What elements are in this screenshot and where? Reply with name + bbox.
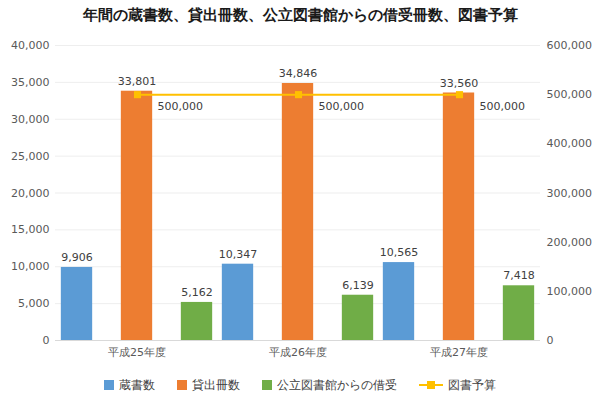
svg-text:10,565: 10,565 [380, 246, 419, 259]
svg-text:10,000: 10,000 [11, 260, 50, 273]
svg-text:5,000: 5,000 [18, 297, 50, 310]
svg-text:10,347: 10,347 [219, 248, 258, 261]
svg-text:500,000: 500,000 [547, 88, 593, 101]
svg-text:100,000: 100,000 [547, 285, 593, 298]
svg-text:7,418: 7,418 [503, 269, 535, 282]
svg-text:500,000: 500,000 [158, 100, 204, 113]
svg-text:0: 0 [547, 334, 554, 347]
svg-text:33,801: 33,801 [118, 75, 157, 88]
svg-text:平成25年度: 平成25年度 [108, 346, 166, 359]
svg-text:30,000: 30,000 [11, 113, 50, 126]
html-text:蔵書数: 蔵書数 [119, 377, 155, 392]
svg-text:40,000: 40,000 [11, 39, 50, 52]
html-text:図書予算: 図書予算 [448, 377, 496, 392]
svg-text:9,906: 9,906 [61, 251, 93, 264]
svg-text:300,000: 300,000 [547, 187, 593, 200]
svg-text:0: 0 [43, 334, 50, 347]
html-text:公立図書館からの借受: 公立図書館からの借受 [277, 377, 397, 392]
svg-text:6,139: 6,139 [342, 279, 374, 292]
svg-text:20,000: 20,000 [11, 187, 50, 200]
svg-text:35,000: 35,000 [11, 76, 50, 89]
svg-text:25,000: 25,000 [11, 150, 50, 163]
svg-text:平成27年度: 平成27年度 [430, 346, 488, 359]
svg-text:500,000: 500,000 [480, 100, 526, 113]
html-text:貸出冊数: 貸出冊数 [192, 377, 240, 392]
svg-text:200,000: 200,000 [547, 236, 593, 249]
svg-text:5,162: 5,162 [181, 286, 213, 299]
svg-text:15,000: 15,000 [11, 223, 50, 236]
svg-text:500,000: 500,000 [319, 100, 365, 113]
svg-text:33,560: 33,560 [440, 77, 479, 90]
html-text:年間の蔵書数、貸出冊数、公立図書館からの借受冊数、図書予算: 年間の蔵書数、貸出冊数、公立図書館からの借受冊数、図書予算 [82, 6, 518, 24]
svg-text:400,000: 400,000 [547, 137, 593, 150]
svg-text:34,846: 34,846 [279, 67, 318, 80]
svg-text:平成26年度: 平成26年度 [269, 346, 327, 359]
svg-text:600,000: 600,000 [547, 39, 593, 52]
